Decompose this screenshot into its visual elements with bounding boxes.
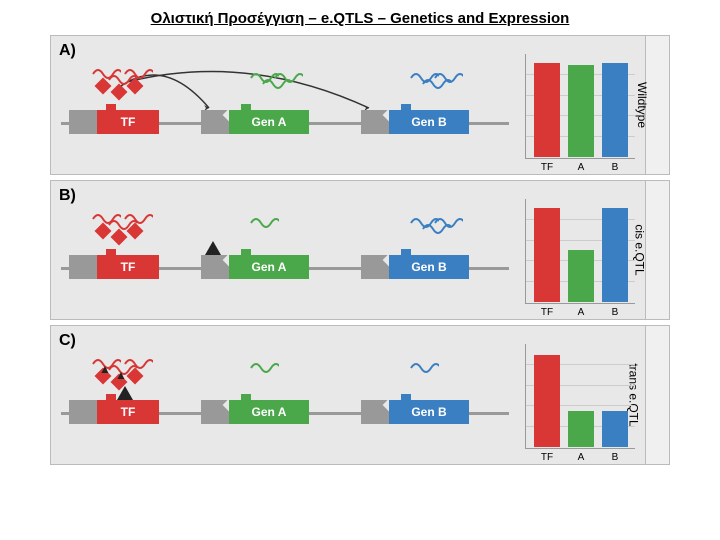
- rna-icon: [433, 68, 463, 88]
- promoter-tf: [69, 255, 97, 279]
- expression-chart: TF A B: [525, 199, 635, 304]
- promoter-tf: [69, 110, 97, 134]
- chart-bar: TF: [534, 355, 560, 447]
- chart-bar: TF: [534, 63, 560, 157]
- mutation-icon: [117, 386, 133, 400]
- chart-bar: B: [602, 63, 628, 157]
- tf-mutation-star: ▲: [115, 368, 127, 382]
- chart-bar: TF: [534, 208, 560, 302]
- chart-bar-label: A: [568, 452, 594, 463]
- side-label: Wildtype: [635, 82, 649, 128]
- gene-tf: TF: [97, 400, 159, 424]
- chart-axes: TF A B: [525, 344, 635, 449]
- page-title: Ολιστική Προσέγγιση – e.QTLS – Genetics …: [50, 10, 670, 27]
- chart-bar: B: [602, 411, 628, 447]
- side-label-box: cis e.QTL: [645, 181, 669, 319]
- promoter-a: [201, 255, 229, 279]
- chart-bar-label: B: [602, 452, 628, 463]
- chart-bar: B: [602, 208, 628, 302]
- promoter-a: [201, 400, 229, 424]
- panel-A: A) Wildtype TF: [50, 35, 670, 175]
- gene-tf: TF: [97, 255, 159, 279]
- promoter-b: [361, 400, 389, 424]
- panel-label: B): [59, 187, 76, 205]
- mutation-icon: [205, 241, 221, 255]
- panel-label: C): [59, 332, 76, 350]
- gene-a: Gen A: [229, 400, 309, 424]
- gene-b: Gen B: [389, 110, 469, 134]
- chart-axes: TF A B: [525, 199, 635, 304]
- gene-a: Gen A: [229, 110, 309, 134]
- gene-track: TF Gen A Gen B: [61, 110, 509, 140]
- panel-C: C) trans e.QTL ▲ ▲ TF Gen A Gen B: [50, 325, 670, 465]
- gene-track: TF Gen A Gen B: [61, 255, 509, 285]
- rna-icon: [249, 213, 279, 233]
- chart-bar: A: [568, 250, 594, 302]
- panel-B: B) cis e.QTL TF Gen A Gen B: [50, 180, 670, 320]
- chart-bar-label: A: [568, 307, 594, 318]
- tf-mutation-star: ▲: [99, 362, 111, 376]
- side-label-box: Wildtype: [645, 36, 669, 174]
- rna-icon: [273, 68, 303, 88]
- chart-bar-label: TF: [534, 162, 560, 173]
- promoter-b: [361, 110, 389, 134]
- chart-bar: A: [568, 411, 594, 447]
- promoter-a: [201, 110, 229, 134]
- expression-chart: TF A B: [525, 344, 635, 449]
- gene-b: Gen B: [389, 255, 469, 279]
- expression-chart: TF A B: [525, 54, 635, 159]
- chart-axes: TF A B: [525, 54, 635, 159]
- rna-icon: [249, 358, 279, 378]
- rna-icon: [433, 213, 463, 233]
- chart-bar-label: B: [602, 307, 628, 318]
- chart-bar-label: TF: [534, 452, 560, 463]
- promoter-b: [361, 255, 389, 279]
- rna-icon: [409, 358, 439, 378]
- gene-track: TF Gen A Gen B: [61, 400, 509, 430]
- promoter-tf: [69, 400, 97, 424]
- chart-bar-label: A: [568, 162, 594, 173]
- chart-bar-label: TF: [534, 307, 560, 318]
- chart-bar-label: B: [602, 162, 628, 173]
- gene-b: Gen B: [389, 400, 469, 424]
- gene-tf: TF: [97, 110, 159, 134]
- chart-bar: A: [568, 65, 594, 157]
- side-label-box: trans e.QTL: [645, 326, 669, 464]
- gene-a: Gen A: [229, 255, 309, 279]
